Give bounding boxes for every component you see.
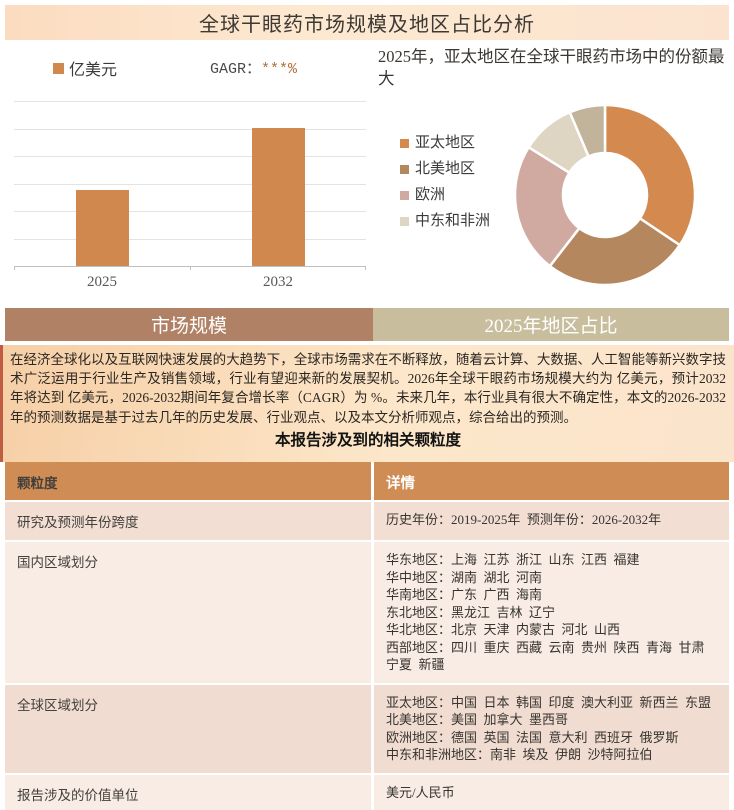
legend-bullet-icon (400, 191, 409, 200)
gridline (14, 156, 366, 157)
donut-legend-item: 欧洲 (400, 186, 495, 205)
value-line: 历史年份：2019-2025年 预测年份：2026-2032年 (386, 512, 662, 527)
bar-plot-area (14, 101, 366, 270)
gridline (14, 211, 366, 212)
value-line: 中东和非洲地区：南非 埃及 伊朗 沙特阿拉伯 (386, 747, 653, 762)
value-line: 北美地区：美国 加拿大 墨西哥 (386, 712, 569, 727)
legend-item-label: 中东和非洲 (415, 213, 491, 229)
value-line: 华东地区：上海 江苏 浙江 山东 江西 福建 (386, 552, 640, 567)
value-line: 美元/人民币 (386, 784, 455, 800)
legend-item-label: 欧洲 (415, 187, 446, 203)
market-summary-paragraph: 在经济全球化以及互联网快速发展的大趋势下，全球市场需求在不断释放，随着云计算、大… (10, 352, 726, 425)
row-value-cell: 历史年份：2019-2025年 预测年份：2026-2032年 (374, 502, 729, 540)
tab-region-share-2025[interactable]: 2025年地区占比 (373, 308, 729, 341)
value-line: 亚太地区：中国 日本 韩国 印度 澳大利亚 新西兰 东盟 (386, 694, 712, 710)
header-cell-granularity: 颗粒度 (5, 462, 371, 500)
column-divider (371, 542, 374, 683)
bar-x-axis-labels: 2025 2032 (14, 274, 366, 291)
axis-tick (14, 266, 15, 270)
bar-chart-legend: 亿美元 (53, 56, 117, 80)
page-title: 全球干眼药市场规模及地区占比分析 (199, 14, 535, 36)
gridline (14, 183, 366, 185)
cagr-label: GAGR：***% (210, 57, 297, 78)
axis-tick (365, 266, 366, 270)
legend-swatch-icon (53, 62, 64, 74)
donut-legend-item: 中东和非洲 (400, 212, 495, 231)
x-axis-label: 2032 (263, 274, 293, 290)
donut-slice-北美地区 (548, 216, 682, 287)
page-title-bar: 全球干眼药市场规模及地区占比分析 (5, 5, 729, 40)
axis-tick (190, 266, 191, 270)
header-cell-detail: 详情 (374, 462, 729, 500)
legend-bullet-icon (400, 217, 409, 226)
donut-svg (513, 103, 697, 287)
value-line: 欧洲地区：德国 英国 法国 意大利 西班牙 俄罗斯 (386, 729, 679, 745)
legend-bullet-icon (400, 139, 409, 148)
x-axis-label: 2025 (87, 274, 117, 290)
value-line: 华北地区：北京 天津 内蒙古 河北 山西 (386, 622, 621, 637)
column-divider (371, 462, 374, 500)
market-size-bar-chart: 亿美元 GAGR：***% 2025 2032 (5, 40, 370, 305)
row-key-cell: 国内区域划分 (5, 542, 371, 683)
row-value-cell: 亚太地区：中国 日本 韩国 印度 澳大利亚 新西兰 东盟 北美地区：美国 加拿大 … (374, 684, 729, 773)
bar-2025 (75, 190, 129, 266)
table-row: 研究及预测年份跨度 历史年份：2019-2025年 预测年份：2026-2032年 (5, 502, 729, 540)
value-line: 华中地区：湖南 湖北 河南 (386, 569, 543, 585)
legend-bullet-icon (400, 165, 409, 174)
granularity-table-title: 本报告涉及到的相关颗粒度 (274, 431, 461, 449)
donut-slice-other (568, 103, 607, 158)
donut-legend: 亚太地区北美地区欧洲中东和非洲 (400, 134, 495, 238)
table-row: 全球区域划分 亚太地区：中国 日本 韩国 印度 澳大利亚 新西兰 东盟 北美地区：美… (5, 684, 729, 773)
region-share-donut-chart: 2025年，亚太地区在全球干眼药市场中的份额最大 亚太地区北美地区欧洲中东和非洲 (370, 40, 734, 305)
row-key-cell: 研究及预测年份跨度 (5, 502, 371, 540)
section-tabs: 市场规模 2025年地区占比 (5, 308, 729, 341)
legend-item-label: 北美地区 (415, 161, 476, 177)
donut-chart-title: 2025年，亚太地区在全球干眼药市场中的份额最大 (378, 47, 725, 88)
tab-market-size[interactable]: 市场规模 (5, 308, 373, 341)
cagr-masked-value: ***% (261, 61, 298, 78)
column-divider (371, 502, 374, 540)
value-line: 华南地区：广东 广西 海南 (386, 587, 543, 602)
gridline (14, 128, 366, 130)
table-row: 国内区域划分 华东地区：上海 江苏 浙江 山东 江西 福建 华中地区：湖南 湖北 河… (5, 542, 729, 683)
donut-legend-item: 北美地区 (400, 160, 495, 179)
bar-2032 (251, 128, 305, 266)
gridline (14, 238, 366, 240)
donut-slice-亚太地区 (603, 103, 697, 247)
granularity-table: 颗粒度 详情 研究及预测年份跨度 历史年份：2019-2025年 预测年份：202… (5, 462, 729, 810)
table-row: 报告涉及的价值单位 美元/人民币 (5, 774, 729, 810)
value-line: 东北地区：黑龙江 吉林 辽宁 (386, 604, 556, 620)
row-key-cell: 全球区域划分 (5, 684, 371, 773)
column-divider (371, 684, 374, 773)
column-divider (371, 774, 374, 810)
legend-label: 亿美元 (69, 62, 118, 79)
cagr-prefix: GAGR： (210, 61, 262, 78)
table-header-row: 颗粒度 详情 (5, 462, 729, 500)
market-summary-section: 在经济全球化以及互联网快速发展的大趋势下，全球市场需求在不断释放，随着云计算、大… (0, 345, 734, 462)
legend-item-label: 亚太地区 (415, 135, 476, 151)
row-key-cell: 报告涉及的价值单位 (5, 774, 371, 810)
gridline (14, 101, 366, 102)
value-line: 西部地区：四川 重庆 西藏 云南 贵州 陕西 青海 甘肃 宁夏 新疆 (386, 639, 712, 673)
donut-slice-欧洲 (513, 145, 582, 268)
row-value-cell: 华东地区：上海 江苏 浙江 山东 江西 福建 华中地区：湖南 湖北 河南 华南地区：… (374, 542, 729, 683)
row-value-cell: 美元/人民币 (374, 774, 729, 810)
charts-row: 亿美元 GAGR：***% 2025 2032 2025年，亚太地区在全球干眼药市… (0, 40, 734, 305)
donut-legend-item: 亚太地区 (400, 134, 495, 153)
